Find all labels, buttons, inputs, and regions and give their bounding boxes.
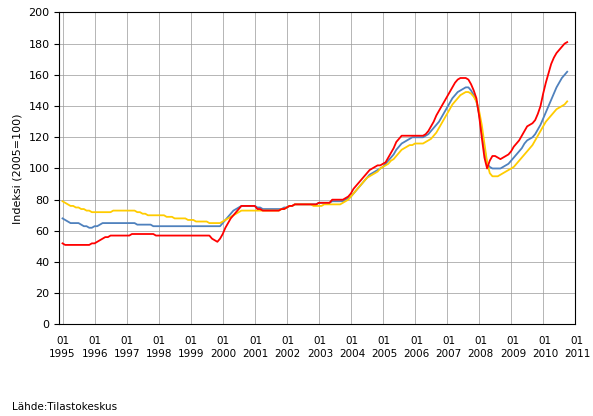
Kotimaan likevaihto (563, 99, 570, 104)
Vientilikevaihto (179, 233, 186, 238)
Koko likevaihto (563, 69, 570, 74)
Text: 01: 01 (538, 336, 551, 346)
Text: 2005: 2005 (371, 349, 397, 359)
Kotimaan likevaihto (206, 220, 213, 225)
Text: 01: 01 (88, 336, 101, 346)
Text: 01: 01 (506, 336, 519, 346)
Text: 1999: 1999 (178, 349, 205, 359)
Text: 2011: 2011 (564, 349, 591, 359)
Vientilikevaihto (206, 233, 213, 238)
Text: 1995: 1995 (49, 349, 76, 359)
Kotimaan likevaihto (203, 219, 211, 224)
Kotimaan likevaihto (291, 202, 298, 207)
Text: 1996: 1996 (81, 349, 108, 359)
Text: 01: 01 (152, 336, 165, 346)
Vientilikevaihto (214, 239, 221, 244)
Text: 2008: 2008 (468, 349, 494, 359)
Vientilikevaihto (115, 233, 122, 238)
Koko likevaihto (115, 220, 122, 225)
Text: 01: 01 (378, 336, 391, 346)
Kotimaan likevaihto (462, 89, 469, 94)
Text: 1998: 1998 (146, 349, 173, 359)
Y-axis label: Indeksi (2005=100): Indeksi (2005=100) (13, 113, 23, 224)
Koko likevaihto (291, 202, 298, 207)
Text: 2001: 2001 (243, 349, 269, 359)
Text: 01: 01 (410, 336, 423, 346)
Kotimaan likevaihto (315, 203, 323, 208)
Koko likevaihto (214, 224, 221, 229)
Text: 2006: 2006 (403, 349, 429, 359)
Line: Koko likevaihto: Koko likevaihto (62, 72, 567, 228)
Text: 01: 01 (346, 336, 359, 346)
Kotimaan likevaihto (177, 216, 184, 221)
Text: 2010: 2010 (532, 349, 558, 359)
Vientilikevaihto (59, 241, 66, 246)
Text: 01: 01 (313, 336, 327, 346)
Kotimaan likevaihto (59, 199, 66, 204)
Koko likevaihto (85, 225, 93, 230)
Text: 01: 01 (184, 336, 198, 346)
Text: 2002: 2002 (275, 349, 301, 359)
Text: 01: 01 (217, 336, 230, 346)
Koko likevaihto (206, 224, 213, 229)
Kotimaan likevaihto (112, 208, 119, 213)
Text: 01: 01 (442, 336, 455, 346)
Text: 2000: 2000 (211, 349, 237, 359)
Text: 01: 01 (56, 336, 69, 346)
Vientilikevaihto (291, 202, 298, 207)
Line: Kotimaan likevaihto: Kotimaan likevaihto (62, 92, 567, 223)
Kotimaan likevaihto (214, 220, 221, 225)
Vientilikevaihto (563, 40, 570, 45)
Vientilikevaihto (315, 201, 323, 206)
Text: 2009: 2009 (500, 349, 526, 359)
Vientilikevaihto (62, 243, 69, 248)
Koko likevaihto (315, 201, 323, 206)
Text: 2003: 2003 (307, 349, 333, 359)
Text: 1997: 1997 (114, 349, 140, 359)
Line: Vientilikevaihto: Vientilikevaihto (62, 42, 567, 245)
Text: 01: 01 (571, 336, 584, 346)
Text: 01: 01 (281, 336, 294, 346)
Text: 01: 01 (249, 336, 262, 346)
Text: 2007: 2007 (435, 349, 462, 359)
Text: 01: 01 (474, 336, 487, 346)
Text: 01: 01 (120, 336, 133, 346)
Text: 2004: 2004 (339, 349, 365, 359)
Koko likevaihto (179, 224, 186, 229)
Text: Lähde:Tilastokeskus: Lähde:Tilastokeskus (12, 402, 117, 412)
Koko likevaihto (59, 216, 66, 221)
